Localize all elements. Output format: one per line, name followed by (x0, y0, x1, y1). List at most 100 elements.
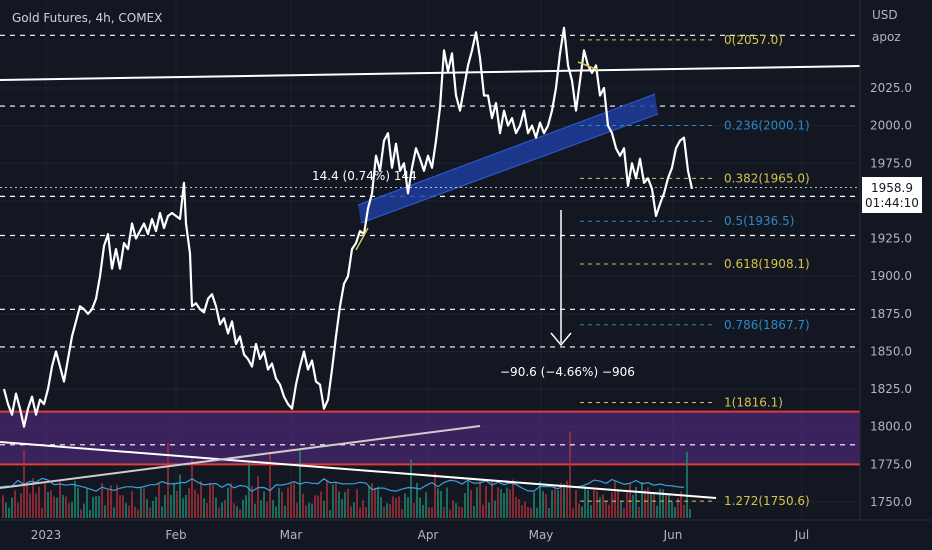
volume-bar (83, 503, 85, 518)
volume-bar (392, 496, 394, 518)
volume-bar (245, 495, 247, 518)
volume-bar (212, 485, 214, 518)
volume-bar (674, 507, 676, 518)
volume-bar (305, 505, 307, 518)
volume-bar (278, 487, 280, 518)
volume-bar (59, 481, 61, 518)
channel-bottom (360, 113, 659, 224)
y-tick-label: 1825.0 (870, 382, 912, 396)
volume-bar (2, 495, 4, 518)
volume-bar (44, 483, 46, 518)
volume-bar (230, 482, 232, 518)
volume-bar (224, 500, 226, 518)
volume-bar (485, 486, 487, 518)
volume-bar (620, 500, 622, 518)
countdown: 01:44:10 (865, 196, 919, 210)
x-tick-label: Jun (663, 528, 683, 542)
volume-bar (524, 501, 526, 518)
volume-bar (284, 505, 286, 518)
volume-bar (470, 490, 472, 518)
last-price-badge (862, 177, 922, 213)
volume-bar (353, 502, 355, 518)
price-axis[interactable] (860, 0, 932, 520)
volume-bar (365, 506, 367, 518)
volume-bar (65, 496, 67, 518)
volume-bar (167, 443, 169, 518)
volume-bar (188, 488, 190, 518)
measure-label-up: 14.4 (0.74%) 144 (312, 169, 417, 183)
trendlines (0, 65, 861, 499)
volume-bar (677, 497, 679, 518)
volume-bar (254, 503, 256, 518)
x-tick-label: May (529, 528, 554, 542)
volume-bar (671, 501, 673, 518)
volume-bar (509, 489, 511, 518)
volume-bar (38, 486, 40, 518)
volume-bar (263, 491, 265, 518)
volume-bar (359, 507, 361, 518)
volume-bar (614, 481, 616, 518)
volume-bar (26, 485, 28, 518)
volume-bar (539, 481, 541, 518)
volume-bar (503, 493, 505, 518)
volume-bar (602, 494, 604, 518)
volume-bar (152, 500, 154, 518)
y-tick-label: 1925.0 (870, 232, 912, 246)
y-tick-label: 1800.0 (870, 420, 912, 434)
volume-bar (203, 498, 205, 518)
y-tick-label: 2000.0 (870, 119, 912, 133)
x-ticks[interactable]: 2023 Feb Mar Apr May Jun Jul (31, 528, 810, 542)
volume-bar (320, 491, 322, 518)
volume-bar (563, 483, 565, 518)
volume-bar (545, 494, 547, 518)
volume-bar (527, 506, 529, 518)
volume-bar (260, 500, 262, 518)
volume-bar (281, 491, 283, 518)
volume-bar (113, 507, 115, 518)
support-zone (0, 410, 860, 466)
volume-bar (431, 507, 433, 518)
volume-bar (68, 502, 70, 518)
volume-bar (611, 492, 613, 518)
volume-bar (398, 496, 400, 518)
volume-bar (623, 507, 625, 518)
volume-bar (236, 506, 238, 518)
volume-bar (584, 485, 586, 518)
volume-bar (302, 493, 304, 518)
volume-bar (32, 478, 34, 518)
volume-bar (641, 482, 643, 518)
volume-bar (200, 481, 202, 518)
volume-bar (626, 492, 628, 518)
volume-bar (191, 456, 193, 518)
volume-bar (323, 500, 325, 518)
volume-bar (650, 492, 652, 518)
volume-bar (497, 487, 499, 518)
volume-bar (362, 500, 364, 518)
volume-bar (425, 492, 427, 518)
volume-bar (383, 506, 385, 518)
volume-bar (41, 507, 43, 518)
volume-bar (101, 483, 103, 518)
volume-bar (164, 495, 166, 518)
volume-bar (440, 490, 442, 518)
volume-bar (542, 491, 544, 518)
x-tick-label: Jul (794, 528, 809, 542)
volume-bar (62, 495, 64, 518)
volume-bar (143, 488, 145, 518)
volume-bar (170, 495, 172, 518)
volume-bar (290, 484, 292, 518)
resistance-trendline (0, 65, 861, 81)
x-tick-label: Apr (418, 528, 439, 542)
volume-bar (293, 483, 295, 518)
volume-bar (686, 451, 688, 518)
volume-bar (572, 508, 574, 518)
volume-bar (356, 488, 358, 518)
volume-bar (617, 490, 619, 518)
volume-bar (482, 504, 484, 518)
y-tick-label: 1850.0 (870, 344, 912, 358)
volume-bar (338, 491, 340, 518)
volume-bar (533, 492, 535, 518)
y-tick-label: 1775.0 (870, 457, 912, 471)
volume-bar (107, 490, 109, 518)
